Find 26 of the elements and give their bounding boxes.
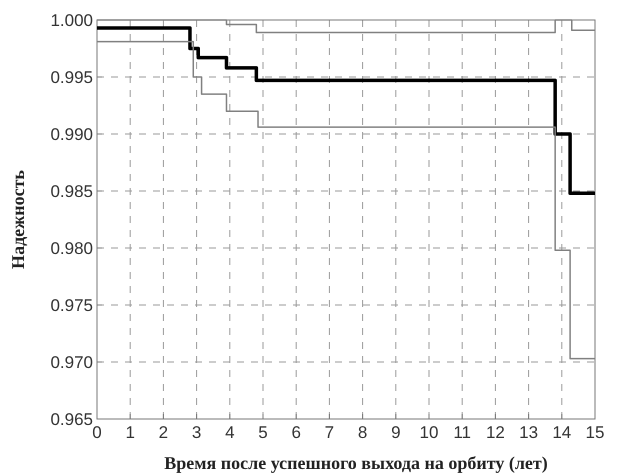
- x-tick-label: 7: [324, 423, 334, 442]
- x-tick-label: 10: [420, 423, 438, 442]
- x-tick-label: 2: [158, 423, 168, 442]
- x-tick-label: 11: [453, 423, 472, 442]
- x-tick-label: 3: [192, 423, 202, 442]
- y-tick-label: 1.000: [50, 11, 93, 30]
- x-tick-label: 14: [552, 423, 572, 442]
- x-axis-title: Время после успешного выхода на орбиту (лет): [164, 453, 548, 473]
- y-tick-label: 0.990: [50, 125, 93, 144]
- x-tick-label: 8: [358, 423, 368, 442]
- x-tick-label: 5: [258, 423, 268, 442]
- y-tick-label: 0.965: [50, 410, 93, 429]
- y-tick-label: 0.975: [50, 296, 93, 315]
- x-tick-label: 1: [125, 423, 135, 442]
- x-tick-label: 4: [225, 423, 235, 442]
- x-tick-label: 0: [92, 423, 102, 442]
- y-axis-title: Надежность: [8, 170, 28, 269]
- x-tick-label: 13: [519, 423, 538, 442]
- y-tick-label: 0.980: [50, 239, 93, 258]
- x-tick-label: 15: [586, 423, 604, 442]
- x-tick-label: 12: [486, 423, 505, 442]
- x-tick-label: 6: [291, 423, 301, 442]
- y-tick-label: 0.985: [50, 182, 93, 201]
- x-tick-label: 9: [391, 423, 401, 442]
- y-tick-label: 0.970: [50, 353, 93, 372]
- y-tick-label: 0.995: [50, 68, 93, 87]
